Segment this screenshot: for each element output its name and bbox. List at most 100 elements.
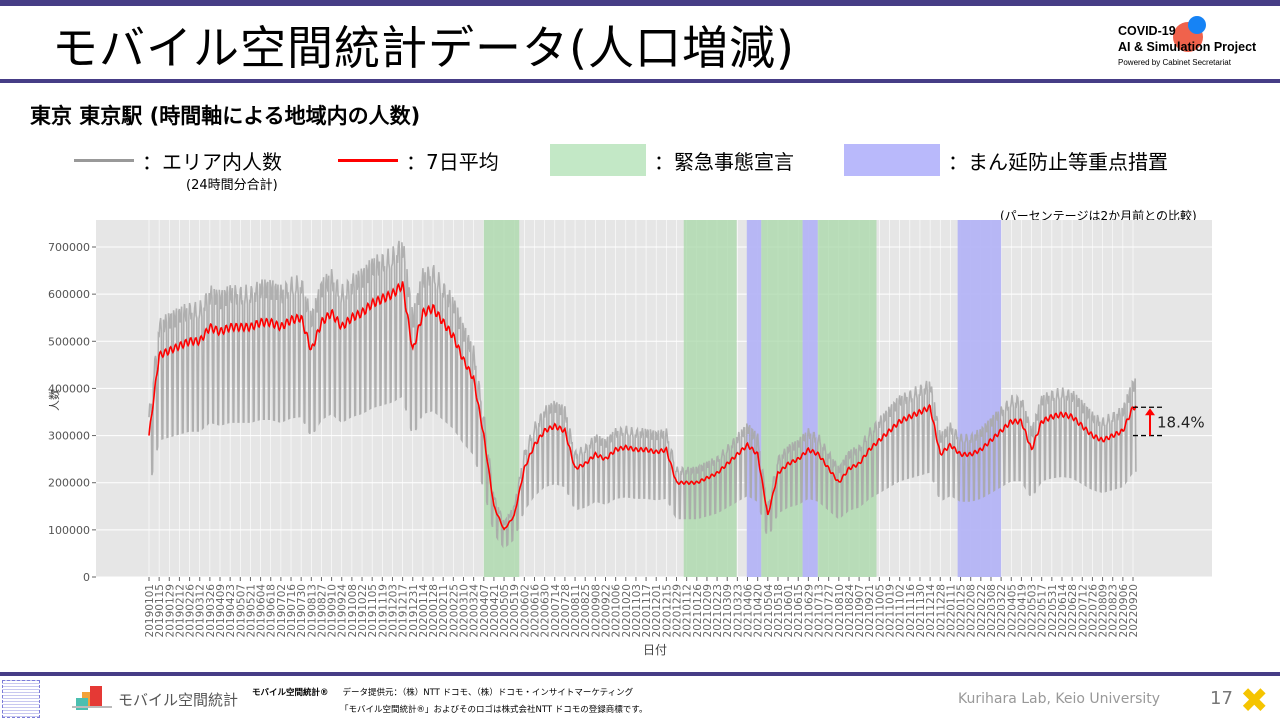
x-tick-label: 20200421: [489, 584, 501, 637]
x-tick-label: 20220823: [1108, 584, 1120, 637]
x-tick-label: 20200505: [499, 584, 511, 637]
x-tick-label: 20220614: [1057, 584, 1069, 638]
x-tick-label: 20190702: [276, 584, 288, 637]
x-tick-label: 20190101: [144, 584, 156, 637]
legend-daily-label: ：エリア内人数: [142, 149, 282, 174]
x-tick-label: 20220906: [1118, 584, 1130, 638]
daily-population-line: [148, 240, 1137, 549]
x-tick-label: 20220920: [1128, 584, 1140, 637]
x-tick-label: 20191217: [398, 584, 410, 637]
x-tick-label: 20220125: [956, 584, 968, 637]
legend-daily-sub: (24時間分合計): [186, 178, 278, 193]
logo-blue-circle-icon: [1188, 16, 1206, 34]
title-divider: [0, 79, 1280, 83]
x-tick-label: 20201020: [621, 584, 633, 637]
x-tick-label: 20190129: [164, 584, 176, 637]
x-axis-label: 日付: [643, 643, 667, 657]
x-tick-label: 20191119: [377, 584, 389, 637]
x-tick-label: 20190115: [154, 584, 166, 637]
legend-red-line-icon: [338, 158, 398, 162]
x-tick-label: 20191022: [357, 584, 369, 637]
logo-line2: AI & Simulation Project: [1118, 40, 1257, 54]
x-tick-label: 20200811: [570, 584, 582, 637]
legend-semi: ：まん延防止等重点措置: [844, 144, 1168, 176]
x-tick-label: 20191231: [408, 584, 420, 637]
logo-line1: COVID-19: [1118, 24, 1176, 38]
x-tick-label: 20220628: [1067, 584, 1079, 637]
x-tick-label: 20220517: [1037, 584, 1049, 637]
x-tick-label: 20201117: [641, 584, 653, 637]
x-tick-label: 20200630: [540, 584, 552, 637]
x-tick-label: 20220111: [945, 584, 957, 637]
x-tick-label: 20200114: [418, 584, 430, 638]
x-tick-label: 20200128: [428, 584, 440, 637]
x-tick-label: 20190212: [174, 584, 186, 637]
emergency-period: [761, 220, 803, 577]
x-tick-label: 20210727: [824, 584, 836, 637]
x-tick-label: 20210615: [793, 584, 805, 637]
x-tick-label: 20210406: [743, 584, 755, 638]
x-tick-label: 20210518: [773, 584, 785, 637]
y-tick-label: 300000: [48, 430, 90, 443]
x-tick-label: 20190604: [256, 584, 268, 638]
x-tick-label: 20220308: [986, 584, 998, 637]
x-tick-label: 20210209: [702, 584, 714, 637]
x-tick-label: 20220322: [996, 584, 1008, 637]
top-bar: [0, 0, 1280, 6]
mobile-stats-logo: モバイル空間統計: [72, 686, 238, 712]
legend-purple-box-icon: [844, 144, 940, 176]
x-tick-label: 20200211: [438, 584, 450, 637]
logo-line3: Powered by Cabinet Secretariat: [1118, 58, 1231, 67]
legend-emergency-label: ：緊急事態宣言: [654, 149, 794, 174]
legend-ma: ：7日平均: [338, 144, 499, 176]
semi-emergency-period: [802, 220, 818, 577]
x-tick-label: 20220208: [966, 584, 978, 637]
x-tick-label: 20210309: [722, 584, 734, 637]
x-tick-label: 20190730: [296, 584, 308, 637]
x-tick-label: 20211214: [925, 584, 937, 638]
x-tick-label: 20200519: [509, 584, 521, 637]
x-tick-label: 20190521: [245, 584, 257, 637]
x-tick-label: 20190716: [286, 584, 298, 638]
x-tick-label: 20190423: [225, 584, 237, 637]
lab-logo: [2, 680, 40, 718]
x-tick-label: 20211228: [935, 584, 947, 637]
x-tick-label: 20200225: [448, 584, 460, 637]
covid-ai-logo: COVID-19 AI & Simulation Project Powered…: [1118, 16, 1278, 74]
x-tick-label: 20200908: [590, 584, 602, 637]
y-tick-label: 200000: [48, 477, 90, 490]
x-tick-label: 20201103: [631, 584, 643, 637]
x-tick-label: 20191203: [387, 584, 399, 637]
x-tick-label: 20210601: [783, 584, 795, 637]
legend-semi-label: ：まん延防止等重点措置: [948, 149, 1168, 174]
x-tick-label: 20211019: [885, 584, 897, 637]
semi-emergency-period: [746, 220, 762, 577]
seven-day-average-line: [148, 281, 1137, 531]
x-tick-label: 20190409: [215, 584, 227, 637]
footer-credit: Kurihara Lab, Keio University: [958, 691, 1161, 707]
legend-emergency: ：緊急事態宣言: [550, 144, 794, 176]
x-tick-label: 20210629: [803, 584, 815, 637]
x-tick-label: 20200616: [529, 584, 541, 638]
y-tick-label: 600000: [48, 288, 90, 301]
x-tick-label: 20200310: [458, 584, 470, 637]
x-tick-label: 20210112: [682, 584, 694, 637]
x-tick-label: 20190226: [185, 584, 197, 638]
semi-emergency-period: [957, 220, 1002, 577]
x-tick-label: 20220222: [976, 584, 988, 637]
plot-background: [96, 220, 1212, 577]
footer-divider: [0, 672, 1280, 676]
x-tick-label: 20200714: [550, 584, 562, 638]
x-tick-label: 20200825: [580, 584, 592, 637]
x-tick-label: 20190910: [327, 584, 339, 637]
y-axis-label: 人数: [48, 389, 61, 411]
x-tick-label: 20200602: [519, 584, 531, 637]
mobile-logo-text: モバイル空間統計: [118, 690, 239, 709]
legend-green-box-icon: [550, 144, 646, 176]
y-tick-label: 500000: [48, 335, 90, 348]
footer-provider-text: データ提供元：（株）NTT ドコモ、（株）ドコモ・インサイトマーケティング: [342, 688, 634, 698]
x-tick-label: 20190813: [306, 584, 318, 637]
emergency-period: [817, 220, 877, 577]
annotation-percent-label: 18.4%: [1157, 413, 1205, 431]
y-tick-label: 700000: [48, 241, 90, 254]
